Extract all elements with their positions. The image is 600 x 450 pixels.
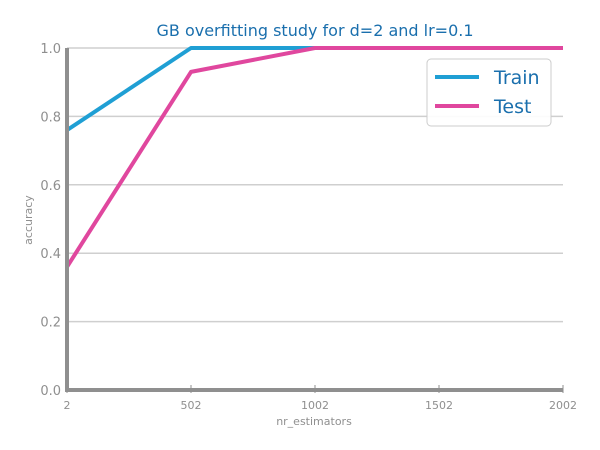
chart-title: GB overfitting study for d=2 and lr=0.1 <box>156 21 473 40</box>
y-tick-labels: 0.0 0.2 0.4 0.6 0.8 1.0 <box>40 42 61 399</box>
legend: Train Test <box>426 58 552 127</box>
legend-label-train: Train <box>493 67 540 89</box>
y-tick-label: 1.0 <box>40 42 61 57</box>
y-tick-label: 0.2 <box>40 316 61 331</box>
x-tick-label: 1002 <box>301 399 329 412</box>
x-axis-label: nr_estimators <box>276 415 352 428</box>
y-tick-label: 0.8 <box>40 110 61 125</box>
y-tick-label: 0.6 <box>40 179 61 194</box>
y-tick-label: 0.4 <box>40 247 61 262</box>
series-lines <box>65 46 563 268</box>
x-tick-label: 2002 <box>549 399 577 412</box>
y-axis-label: accuracy <box>22 195 35 245</box>
x-tick-label: 2 <box>64 399 71 412</box>
x-tick-labels: 2 502 1002 1502 2002 <box>64 385 577 412</box>
x-tick-label: 502 <box>181 399 202 412</box>
y-tick-label: 0.0 <box>40 384 61 399</box>
x-tick-label: 1502 <box>425 399 453 412</box>
series-line-test <box>65 46 563 268</box>
legend-label-test: Test <box>493 96 531 118</box>
